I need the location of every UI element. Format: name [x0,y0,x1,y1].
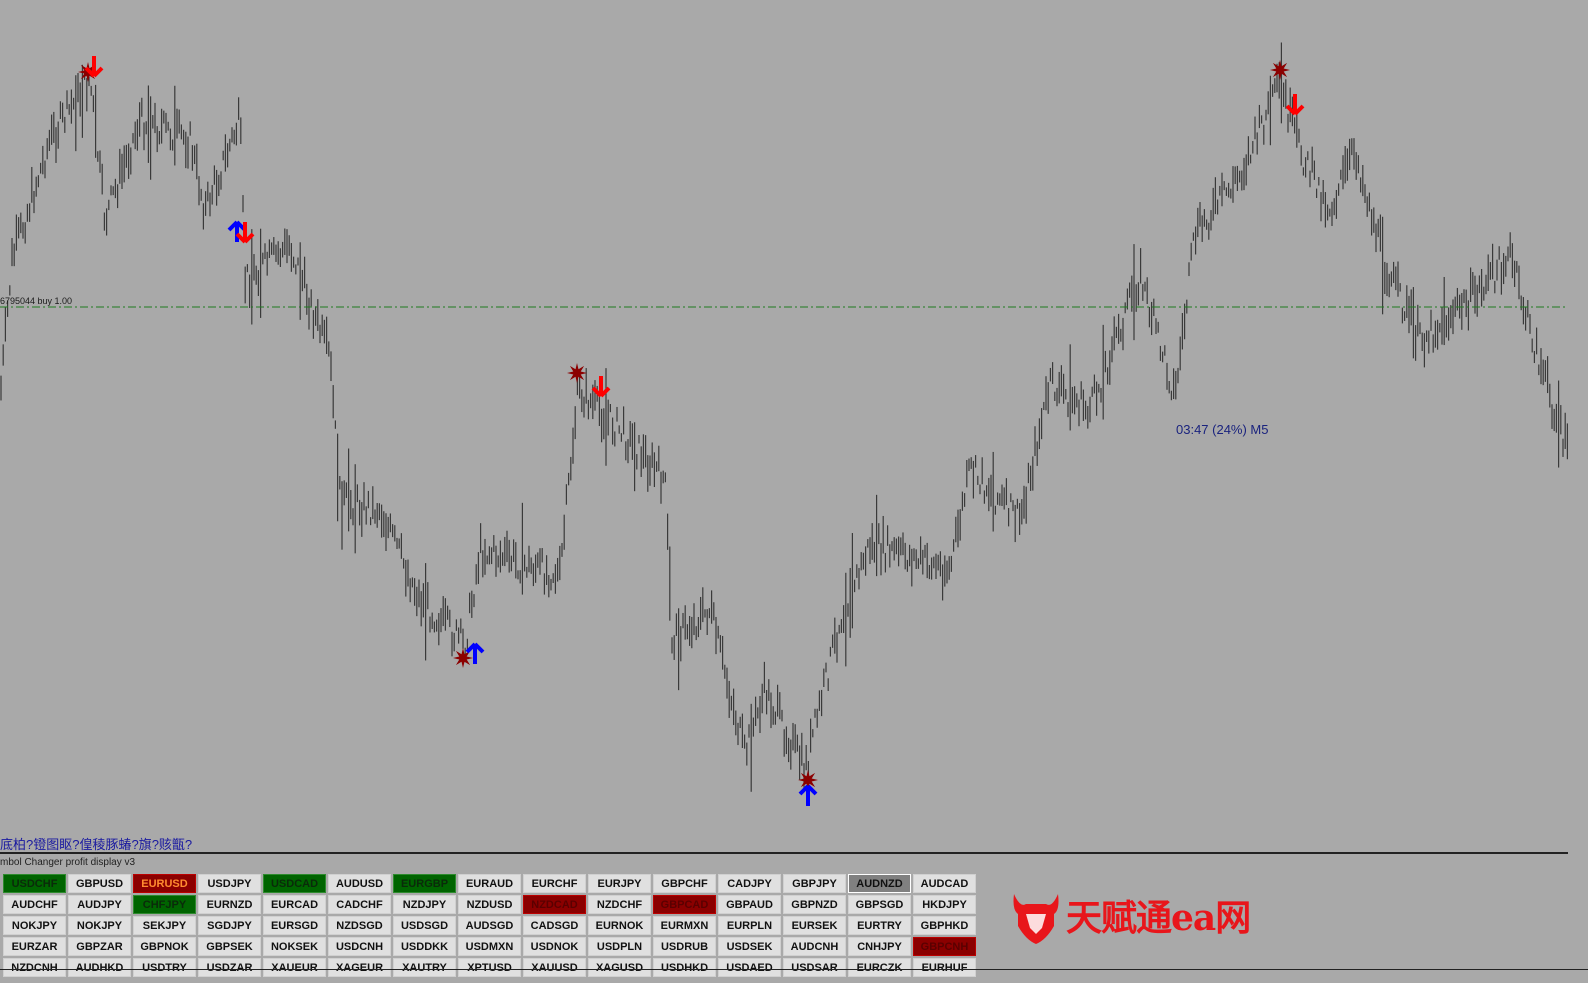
symbol-button-sgdjpy[interactable]: SGDJPY [198,916,261,935]
signal-star-icon [567,363,587,383]
symbol-button-nzdsgd[interactable]: NZDSGD [328,916,391,935]
symbol-button-usdaed[interactable]: USDAED [718,958,781,977]
symbol-button-gbpchf[interactable]: GBPCHF [653,874,716,893]
symbol-button-grid: USDCHF GBPUSD EURUSD USDJPY USDCAD AUDUSD EURG… [3,874,976,983]
symbol-button-hkdjpy[interactable]: HKDJPY [913,895,976,914]
symbol-button-xagusd[interactable]: XAGUSD [588,958,651,977]
symbol-button-eurtry[interactable]: EURTRY [848,916,911,935]
symbol-button-usdmxn[interactable]: USDMXN [458,937,521,956]
symbol-button-usdtry[interactable]: USDTRY [133,958,196,977]
symbol-button-gbphkd[interactable]: GBPHKD [913,916,976,935]
symbol-button-audcad[interactable]: AUDCAD [913,874,976,893]
watermark: 天赋通ea网 [1010,890,1251,946]
symbol-button-eurczk[interactable]: EURCZK [848,958,911,977]
symbol-button-gbpusd[interactable]: GBPUSD [68,874,131,893]
symbol-button-eurmxn[interactable]: EURMXN [653,916,716,935]
symbol-button-eurgbp[interactable]: EURGBP [393,874,456,893]
symbol-button-gbpjpy[interactable]: GBPJPY [783,874,846,893]
symbol-button-usdjpy[interactable]: USDJPY [198,874,261,893]
sell-arrow-icon [1285,94,1305,116]
symbol-button-gbpsek[interactable]: GBPSEK [198,937,261,956]
symbol-button-eurchf[interactable]: EURCHF [523,874,586,893]
symbol-button-cadsgd[interactable]: CADSGD [523,916,586,935]
buy-arrow-icon [465,642,485,664]
symbol-button-audusd[interactable]: AUDUSD [328,874,391,893]
symbol-button-xauusd[interactable]: XAUUSD [523,958,586,977]
symbol-button-eursek[interactable]: EURSEK [783,916,846,935]
symbol-button-eurnzd[interactable]: EURNZD [198,895,261,914]
symbol-button-nzdcad[interactable]: NZDCAD [523,895,586,914]
symbol-button-audhkd[interactable]: AUDHKD [68,958,131,977]
symbol-button-xptusd[interactable]: XPTUSD [458,958,521,977]
price-chart[interactable] [0,0,1568,850]
time-axis [0,969,1588,970]
symbol-button-usdsek[interactable]: USDSEK [718,937,781,956]
symbol-button-eurpln[interactable]: EURPLN [718,916,781,935]
symbol-button-nokjpy[interactable]: NOKJPY [3,916,66,935]
symbol-button-sekjpy[interactable]: SEKJPY [133,916,196,935]
symbol-button-usddkk[interactable]: USDDKK [393,937,456,956]
symbol-button-usdchf[interactable]: USDCHF [3,874,66,893]
panel-title: mbol Changer profit display v3 [0,857,136,868]
symbol-button-eurusd[interactable]: EURUSD [133,874,196,893]
symbol-button-audchf[interactable]: AUDCHF [3,895,66,914]
symbol-button-euraud[interactable]: EURAUD [458,874,521,893]
symbol-button-eurzar[interactable]: EURZAR [3,937,66,956]
price-bars [0,42,1568,792]
symbol-button-usdhkd[interactable]: USDHKD [653,958,716,977]
symbol-button-audcnh[interactable]: AUDCNH [783,937,846,956]
symbol-button-cnhjpy[interactable]: CNHJPY [848,937,911,956]
symbol-button-xautry[interactable]: XAUTRY [393,958,456,977]
bull-shield-logo-icon [1013,894,1059,944]
symbol-button-usdcnh[interactable]: USDCNH [328,937,391,956]
signal-star-icon [453,648,473,668]
symbol-button-nzdchf[interactable]: NZDCHF [588,895,651,914]
symbol-button-audsgd[interactable]: AUDSGD [458,916,521,935]
watermark-text: 天赋通ea网 [1066,897,1251,939]
symbol-button-eurhuf[interactable]: EURHUF [913,958,976,977]
symbol-button-usdzar[interactable]: USDZAR [198,958,261,977]
symbol-button-chfjpy[interactable]: CHFJPY [133,895,196,914]
symbol-button-gbpsgd[interactable]: GBPSGD [848,895,911,914]
sell-arrow-icon [591,376,611,398]
symbol-button-audnzd[interactable]: AUDNZD [848,874,911,893]
signal-star-icon [1270,60,1290,80]
symbol-button-xaueur[interactable]: XAUEUR [263,958,326,977]
symbol-button-eurjpy[interactable]: EURJPY [588,874,651,893]
panel-divider [0,852,1568,854]
order-line-label: 6795044 buy 1.00 [0,296,73,306]
symbol-button-usdpln[interactable]: USDPLN [588,937,651,956]
symbol-button-eurcad[interactable]: EURCAD [263,895,326,914]
signal-star-icon [798,770,818,790]
symbol-button-gbpnzd[interactable]: GBPNZD [783,895,846,914]
buy-arrow-icon [798,784,818,806]
symbol-button-audjpy[interactable]: AUDJPY [68,895,131,914]
symbol-button-gbpcad[interactable]: GBPCAD [653,895,716,914]
symbol-button-nzdusd[interactable]: NZDUSD [458,895,521,914]
symbol-button-cadchf[interactable]: CADCHF [328,895,391,914]
symbol-button-nzdcnh[interactable]: NZDCNH [3,958,66,977]
symbol-button-usdsgd[interactable]: USDSGD [393,916,456,935]
symbol-button-nokjpy[interactable]: NOKJPY [68,916,131,935]
symbol-button-eurnok[interactable]: EURNOK [588,916,651,935]
garbled-text: 底柏?镫图眍?偟稜豚蝽?旗?赅甑? [0,837,193,852]
symbol-button-usdrub[interactable]: USDRUB [653,937,716,956]
symbol-button-eursgd[interactable]: EURSGD [263,916,326,935]
sell-arrow-icon [235,222,255,244]
symbol-button-gbpaud[interactable]: GBPAUD [718,895,781,914]
symbol-button-gbpzar[interactable]: GBPZAR [68,937,131,956]
sell-arrow-icon [84,56,104,78]
symbol-button-xageur[interactable]: XAGEUR [328,958,391,977]
symbol-button-usdcad[interactable]: USDCAD [263,874,326,893]
symbol-button-noksek[interactable]: NOKSEK [263,937,326,956]
candle-timer: 03:47 (24%) M5 [1176,422,1269,437]
symbol-button-gbpnok[interactable]: GBPNOK [133,937,196,956]
symbol-button-usdsar[interactable]: USDSAR [783,958,846,977]
symbol-button-cadjpy[interactable]: CADJPY [718,874,781,893]
symbol-button-nzdjpy[interactable]: NZDJPY [393,895,456,914]
symbol-button-usdnok[interactable]: USDNOK [523,937,586,956]
symbol-button-gbpcnh[interactable]: GBPCNH [913,937,976,956]
